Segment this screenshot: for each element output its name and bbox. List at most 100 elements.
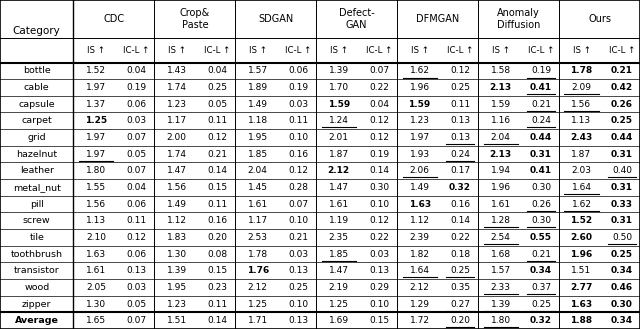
Text: 0.07: 0.07 bbox=[288, 200, 308, 209]
Text: IS ↑: IS ↑ bbox=[168, 46, 186, 55]
Text: 1.56: 1.56 bbox=[86, 200, 106, 209]
Text: 1.49: 1.49 bbox=[248, 100, 268, 109]
Text: 0.11: 0.11 bbox=[126, 216, 147, 225]
Text: 1.55: 1.55 bbox=[86, 183, 106, 192]
Text: 1.62: 1.62 bbox=[410, 66, 429, 75]
Text: 0.07: 0.07 bbox=[126, 166, 147, 175]
Text: 0.03: 0.03 bbox=[369, 250, 389, 259]
Text: 1.63: 1.63 bbox=[86, 250, 106, 259]
Text: 0.11: 0.11 bbox=[288, 116, 308, 125]
Text: 1.97: 1.97 bbox=[86, 133, 106, 142]
Text: 1.17: 1.17 bbox=[248, 216, 268, 225]
Text: 1.52: 1.52 bbox=[86, 66, 106, 75]
Text: 0.13: 0.13 bbox=[450, 133, 470, 142]
Text: 1.95: 1.95 bbox=[248, 133, 268, 142]
Text: 0.25: 0.25 bbox=[611, 116, 633, 125]
Text: 0.10: 0.10 bbox=[288, 133, 308, 142]
Text: 2.06: 2.06 bbox=[410, 166, 429, 175]
Text: 0.10: 0.10 bbox=[369, 299, 389, 309]
Text: 1.85: 1.85 bbox=[248, 150, 268, 159]
Text: 2.43: 2.43 bbox=[570, 133, 593, 142]
Text: 0.24: 0.24 bbox=[531, 116, 551, 125]
Text: 0.33: 0.33 bbox=[611, 200, 633, 209]
Text: 0.03: 0.03 bbox=[288, 250, 308, 259]
Text: toothbrush: toothbrush bbox=[11, 250, 63, 259]
Text: 0.32: 0.32 bbox=[530, 316, 552, 325]
Text: 1.24: 1.24 bbox=[329, 116, 349, 125]
Text: 0.25: 0.25 bbox=[531, 299, 551, 309]
Text: tile: tile bbox=[29, 233, 44, 242]
Text: 0.13: 0.13 bbox=[288, 266, 308, 275]
Text: 0.12: 0.12 bbox=[207, 133, 227, 142]
Text: 2.05: 2.05 bbox=[86, 283, 106, 292]
Text: 1.56: 1.56 bbox=[572, 100, 591, 109]
Text: 0.13: 0.13 bbox=[126, 266, 147, 275]
Text: 0.11: 0.11 bbox=[207, 299, 227, 309]
Text: 1.23: 1.23 bbox=[410, 116, 429, 125]
Text: IC-L ↑: IC-L ↑ bbox=[609, 46, 635, 55]
Text: wood: wood bbox=[24, 283, 49, 292]
Text: 0.25: 0.25 bbox=[450, 83, 470, 92]
Text: 0.19: 0.19 bbox=[531, 66, 551, 75]
Text: 1.47: 1.47 bbox=[167, 166, 187, 175]
Text: 1.69: 1.69 bbox=[329, 316, 349, 325]
Text: 2.77: 2.77 bbox=[570, 283, 593, 292]
Text: 1.19: 1.19 bbox=[329, 216, 349, 225]
Text: 0.12: 0.12 bbox=[450, 66, 470, 75]
Text: IS ↑: IS ↑ bbox=[87, 46, 105, 55]
Text: 1.78: 1.78 bbox=[248, 250, 268, 259]
Text: metal_nut: metal_nut bbox=[13, 183, 61, 192]
Text: 2.13: 2.13 bbox=[490, 83, 511, 92]
Text: zipper: zipper bbox=[22, 299, 51, 309]
Text: screw: screw bbox=[23, 216, 51, 225]
Text: 0.12: 0.12 bbox=[288, 166, 308, 175]
Text: 1.97: 1.97 bbox=[86, 150, 106, 159]
Text: 2.39: 2.39 bbox=[410, 233, 429, 242]
Text: 1.39: 1.39 bbox=[329, 66, 349, 75]
Text: 1.12: 1.12 bbox=[167, 216, 187, 225]
Text: 0.28: 0.28 bbox=[288, 183, 308, 192]
Text: 1.57: 1.57 bbox=[490, 266, 511, 275]
Text: 1.95: 1.95 bbox=[167, 283, 187, 292]
Text: 1.93: 1.93 bbox=[410, 150, 429, 159]
Text: 1.39: 1.39 bbox=[167, 266, 187, 275]
Text: 1.80: 1.80 bbox=[86, 166, 106, 175]
Text: 0.08: 0.08 bbox=[207, 250, 227, 259]
Text: 1.87: 1.87 bbox=[329, 150, 349, 159]
Text: 1.59: 1.59 bbox=[328, 100, 350, 109]
Text: IS ↑: IS ↑ bbox=[411, 46, 429, 55]
Text: 0.22: 0.22 bbox=[450, 233, 470, 242]
Text: IC-L ↑: IC-L ↑ bbox=[447, 46, 474, 55]
Text: 1.47: 1.47 bbox=[329, 266, 349, 275]
Text: 0.21: 0.21 bbox=[288, 233, 308, 242]
Text: 0.27: 0.27 bbox=[450, 299, 470, 309]
Text: 0.11: 0.11 bbox=[450, 100, 470, 109]
Text: Defect-
GAN: Defect- GAN bbox=[339, 8, 374, 30]
Text: 0.29: 0.29 bbox=[369, 283, 389, 292]
Text: 0.16: 0.16 bbox=[207, 216, 227, 225]
Text: Anomaly
Diffusion: Anomaly Diffusion bbox=[497, 8, 540, 30]
Text: 2.54: 2.54 bbox=[491, 233, 511, 242]
Text: 0.06: 0.06 bbox=[126, 100, 147, 109]
Text: 1.85: 1.85 bbox=[329, 250, 349, 259]
Text: 1.61: 1.61 bbox=[248, 200, 268, 209]
Text: 1.80: 1.80 bbox=[490, 316, 511, 325]
Text: IC-L ↑: IC-L ↑ bbox=[285, 46, 312, 55]
Text: 0.15: 0.15 bbox=[207, 183, 227, 192]
Text: 0.03: 0.03 bbox=[126, 283, 147, 292]
Text: 0.15: 0.15 bbox=[369, 316, 389, 325]
Text: 0.22: 0.22 bbox=[369, 83, 389, 92]
Text: 1.96: 1.96 bbox=[490, 183, 511, 192]
Text: 0.34: 0.34 bbox=[530, 266, 552, 275]
Text: 0.19: 0.19 bbox=[288, 83, 308, 92]
Text: 0.20: 0.20 bbox=[207, 233, 227, 242]
Text: 0.14: 0.14 bbox=[207, 166, 227, 175]
Text: carpet: carpet bbox=[21, 116, 52, 125]
Text: 0.41: 0.41 bbox=[530, 166, 552, 175]
Text: 2.53: 2.53 bbox=[248, 233, 268, 242]
Text: 2.00: 2.00 bbox=[167, 133, 187, 142]
Text: 0.10: 0.10 bbox=[369, 200, 389, 209]
Text: 2.04: 2.04 bbox=[248, 166, 268, 175]
Text: 0.19: 0.19 bbox=[369, 150, 389, 159]
Text: 0.07: 0.07 bbox=[369, 66, 389, 75]
